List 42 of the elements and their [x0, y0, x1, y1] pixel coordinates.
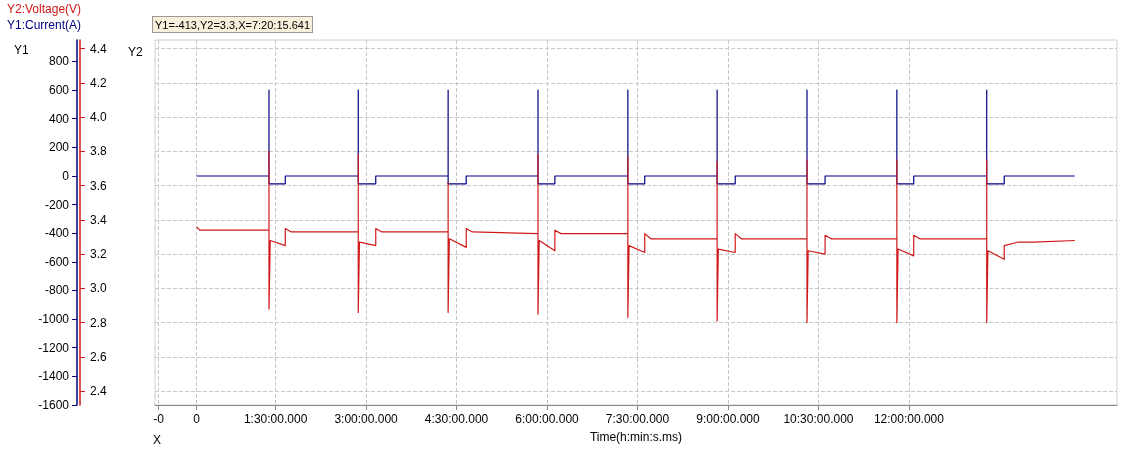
y-tick-label: -200	[44, 197, 70, 212]
y2-tick-label: 4.2	[90, 75, 108, 90]
y-tick-label: 600	[48, 83, 70, 98]
x-tick-label: 12:00:00.000	[873, 412, 945, 426]
y2-tick-label: 2.4	[90, 384, 108, 399]
y2-tick-label: 3.8	[90, 144, 108, 159]
x-axis-title: Time(h:min:s.ms)	[589, 430, 683, 444]
x-tick-label: 3:00:00.000	[334, 412, 399, 426]
x-tick-label: 7:30:00.000	[605, 412, 670, 426]
x-tick-label: 9:00:00.000	[696, 412, 760, 426]
text: X	[153, 433, 162, 447]
x-tick-label: 4:30:00.000	[424, 412, 489, 426]
y-tick-label: -1600	[38, 398, 70, 412]
line-series	[196, 150, 1076, 324]
y2-tick-label: 3.4	[90, 212, 108, 227]
y-tick-label: 800	[48, 54, 70, 69]
y-tick-label: -1400	[38, 369, 70, 384]
y2-tick-label: 4.0	[90, 110, 108, 125]
text: Y1=-413,Y2=3.3,X=7:20:15.641	[155, 18, 311, 31]
y-axis-title: Y1	[14, 43, 29, 57]
y-tick-label: 200	[48, 140, 70, 155]
y2-tick-label: 4.4	[90, 41, 108, 56]
y-tick-label: -1200	[38, 340, 70, 355]
x-tick-label: 10:30:00.000	[783, 412, 854, 426]
x-tick-label: 6:00:00.000	[515, 412, 580, 426]
x-tick-label: 1:30:00.000	[243, 412, 308, 426]
y-tick-label: -800	[44, 283, 70, 298]
x-tick-label: -0	[153, 412, 165, 426]
y2-tick-label: 3.6	[90, 178, 108, 193]
text: Y2:Voltage(V)	[7, 2, 82, 16]
y-tick-label: -600	[44, 254, 70, 269]
y2-tick-label: 3.2	[90, 247, 108, 262]
y2-tick-label: 3.0	[90, 281, 108, 296]
y-tick-label: 0	[62, 168, 70, 183]
y2-tick-label: 2.8	[90, 315, 108, 330]
y-tick-label: 400	[48, 111, 70, 126]
x-tick-label: 0	[193, 412, 201, 426]
y-tick-label: -400	[44, 226, 70, 241]
y-tick-label: -1000	[38, 312, 70, 327]
y2-axis-title: Y2	[128, 45, 143, 59]
text: Y1:Current(A)	[7, 18, 82, 32]
y2-tick-label: 2.6	[90, 350, 108, 365]
